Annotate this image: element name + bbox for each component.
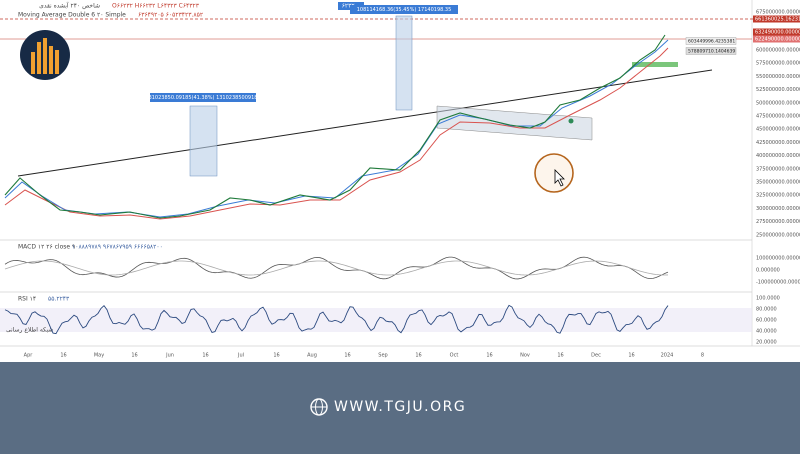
moving-average-slow [4, 47, 669, 220]
rsi-axis-label: 20.0000 [756, 340, 777, 346]
price-series [4, 34, 666, 219]
measure-box [395, 15, 413, 111]
price-axis-label: 350000000.000000 [756, 180, 800, 186]
line-tag-text: 603449996.4235381 [688, 39, 735, 45]
price-axis-label: 675000000.000000 [756, 10, 800, 16]
watermark: شبکه اطلاع رسانی [6, 327, 53, 334]
macd-signal [4, 260, 669, 276]
price-axis-label: 425000000.000000 [756, 140, 800, 146]
time-axis-label: 16 [273, 353, 279, 359]
cursor [554, 169, 565, 187]
price-axis-label: 550000000.000000 [756, 74, 800, 80]
price-axis-label: 375000000.000000 [756, 166, 800, 172]
time-axis-label: Dec [591, 353, 601, 359]
price-axis-label: 250000000.000000 [756, 232, 800, 238]
macd-label: MACD ۱۲ ۲۶ close ۹ [18, 244, 75, 251]
price-axis-label: 450000000.000000 [756, 127, 800, 133]
logo-bars [31, 38, 59, 74]
time-axis-label: Jun [165, 353, 174, 359]
price-tag-text: 661360025.1623123 [755, 17, 800, 23]
rsi-value: ۵۵.۲۲۴۳ [48, 296, 70, 303]
time-axis-label: Sep [378, 353, 387, 359]
price-axis-label: 600000000.000000 [756, 48, 800, 54]
footer-url[interactable]: WWW.TGJU.ORG [334, 399, 466, 415]
time-axis-label: 16 [628, 353, 634, 359]
time-axis-label: Oct [450, 353, 459, 359]
rsi-axis-label: 40.0000 [756, 329, 777, 335]
price-tag [753, 35, 800, 43]
time-axis-label: 16 [486, 353, 492, 359]
measure-label-bg [150, 93, 256, 102]
measure-box [189, 105, 218, 177]
marker [568, 118, 574, 124]
price-tag [753, 15, 800, 23]
cursor-highlight [534, 153, 574, 193]
channel [436, 105, 593, 141]
rsi-band [0, 308, 752, 332]
rsi-axis-label: 60.0000 [756, 318, 777, 324]
rsi-axis-label: 100.0000 [756, 296, 780, 302]
price-axis-label: 525000000.000000 [756, 87, 800, 93]
time-axis-label: Jul [237, 353, 244, 359]
time-axis-label: Apr [24, 353, 34, 359]
macd-axis-label: 100000000.000000 [756, 256, 800, 262]
line-tag-text: 578809710.1404639 [688, 49, 735, 55]
price-axis-label: 300000000.000000 [756, 206, 800, 212]
trend-line [17, 69, 713, 177]
indicator-values: ۶۳۶۴۹۲۰۵ ۶۰۵۲۳۴۲۳.۸۵۲ [138, 12, 203, 19]
rsi-label: RSI ۱۴ [18, 296, 36, 303]
footer-area [0, 362, 800, 450]
price-tag-text: 622490000.000000 [755, 37, 800, 43]
price-tag-text: 632490000.000000 [755, 30, 800, 36]
time-axis-label: 16 [60, 353, 66, 359]
price-axis-label: 475000000.000000 [756, 114, 800, 120]
macd-values: ۱۰۸۸۸۹۷۸۹ ۹۶۷۸۶۷۹۵۹ ۶۶۶۶۵۸۲۰۰ [72, 244, 163, 251]
time-axis-label: 16 [202, 353, 208, 359]
macd-axis-label: -100000000.000000 [756, 280, 800, 286]
symbol: شاخص ۲۴۰ آبشده نقدی [39, 1, 100, 10]
target-zone [632, 62, 678, 67]
line-tag [685, 47, 737, 55]
time-axis-label: 16 [415, 353, 421, 359]
price-tag [753, 28, 800, 36]
time-axis-label: May [94, 353, 104, 359]
measure-label-bg [350, 5, 458, 14]
time-axis-label: Nov [520, 353, 530, 359]
price-axis-label: 400000000.000000 [756, 153, 800, 159]
price-axis-label: 500000000.000000 [756, 100, 800, 106]
rsi-axis-label: 80.0000 [756, 307, 777, 313]
macd-axis-label: 0.000000 [756, 268, 780, 274]
ohlc: O۶۶۲۳۲ H۶۶۲۳۲ L۶۴۳۲۳ C۶۴۳۲۳ [112, 3, 200, 10]
line-tag [685, 37, 737, 45]
time-axis-label: Aug [307, 353, 317, 359]
rsi-line [4, 304, 669, 335]
price-axis-label: 275000000.000000 [756, 219, 800, 225]
measure-label: 108114168.36(35.45%) 17140198.35 [357, 7, 452, 13]
time-axis-label: 16 [131, 353, 137, 359]
time-axis-label: 16 [344, 353, 350, 359]
indicator-name: Moving Average Double 6 ۲۰ Simple [18, 12, 126, 19]
time-axis-label: 16 [557, 353, 563, 359]
time-axis-label: 2024 [661, 353, 674, 359]
price-axis-label: 325000000.000000 [756, 193, 800, 199]
price-axis-label: 575000000.000000 [756, 61, 800, 67]
measure-label: 131023850.09185(41.38%) 13102385009185 [145, 95, 260, 101]
time-axis-label: 8 [701, 353, 704, 359]
